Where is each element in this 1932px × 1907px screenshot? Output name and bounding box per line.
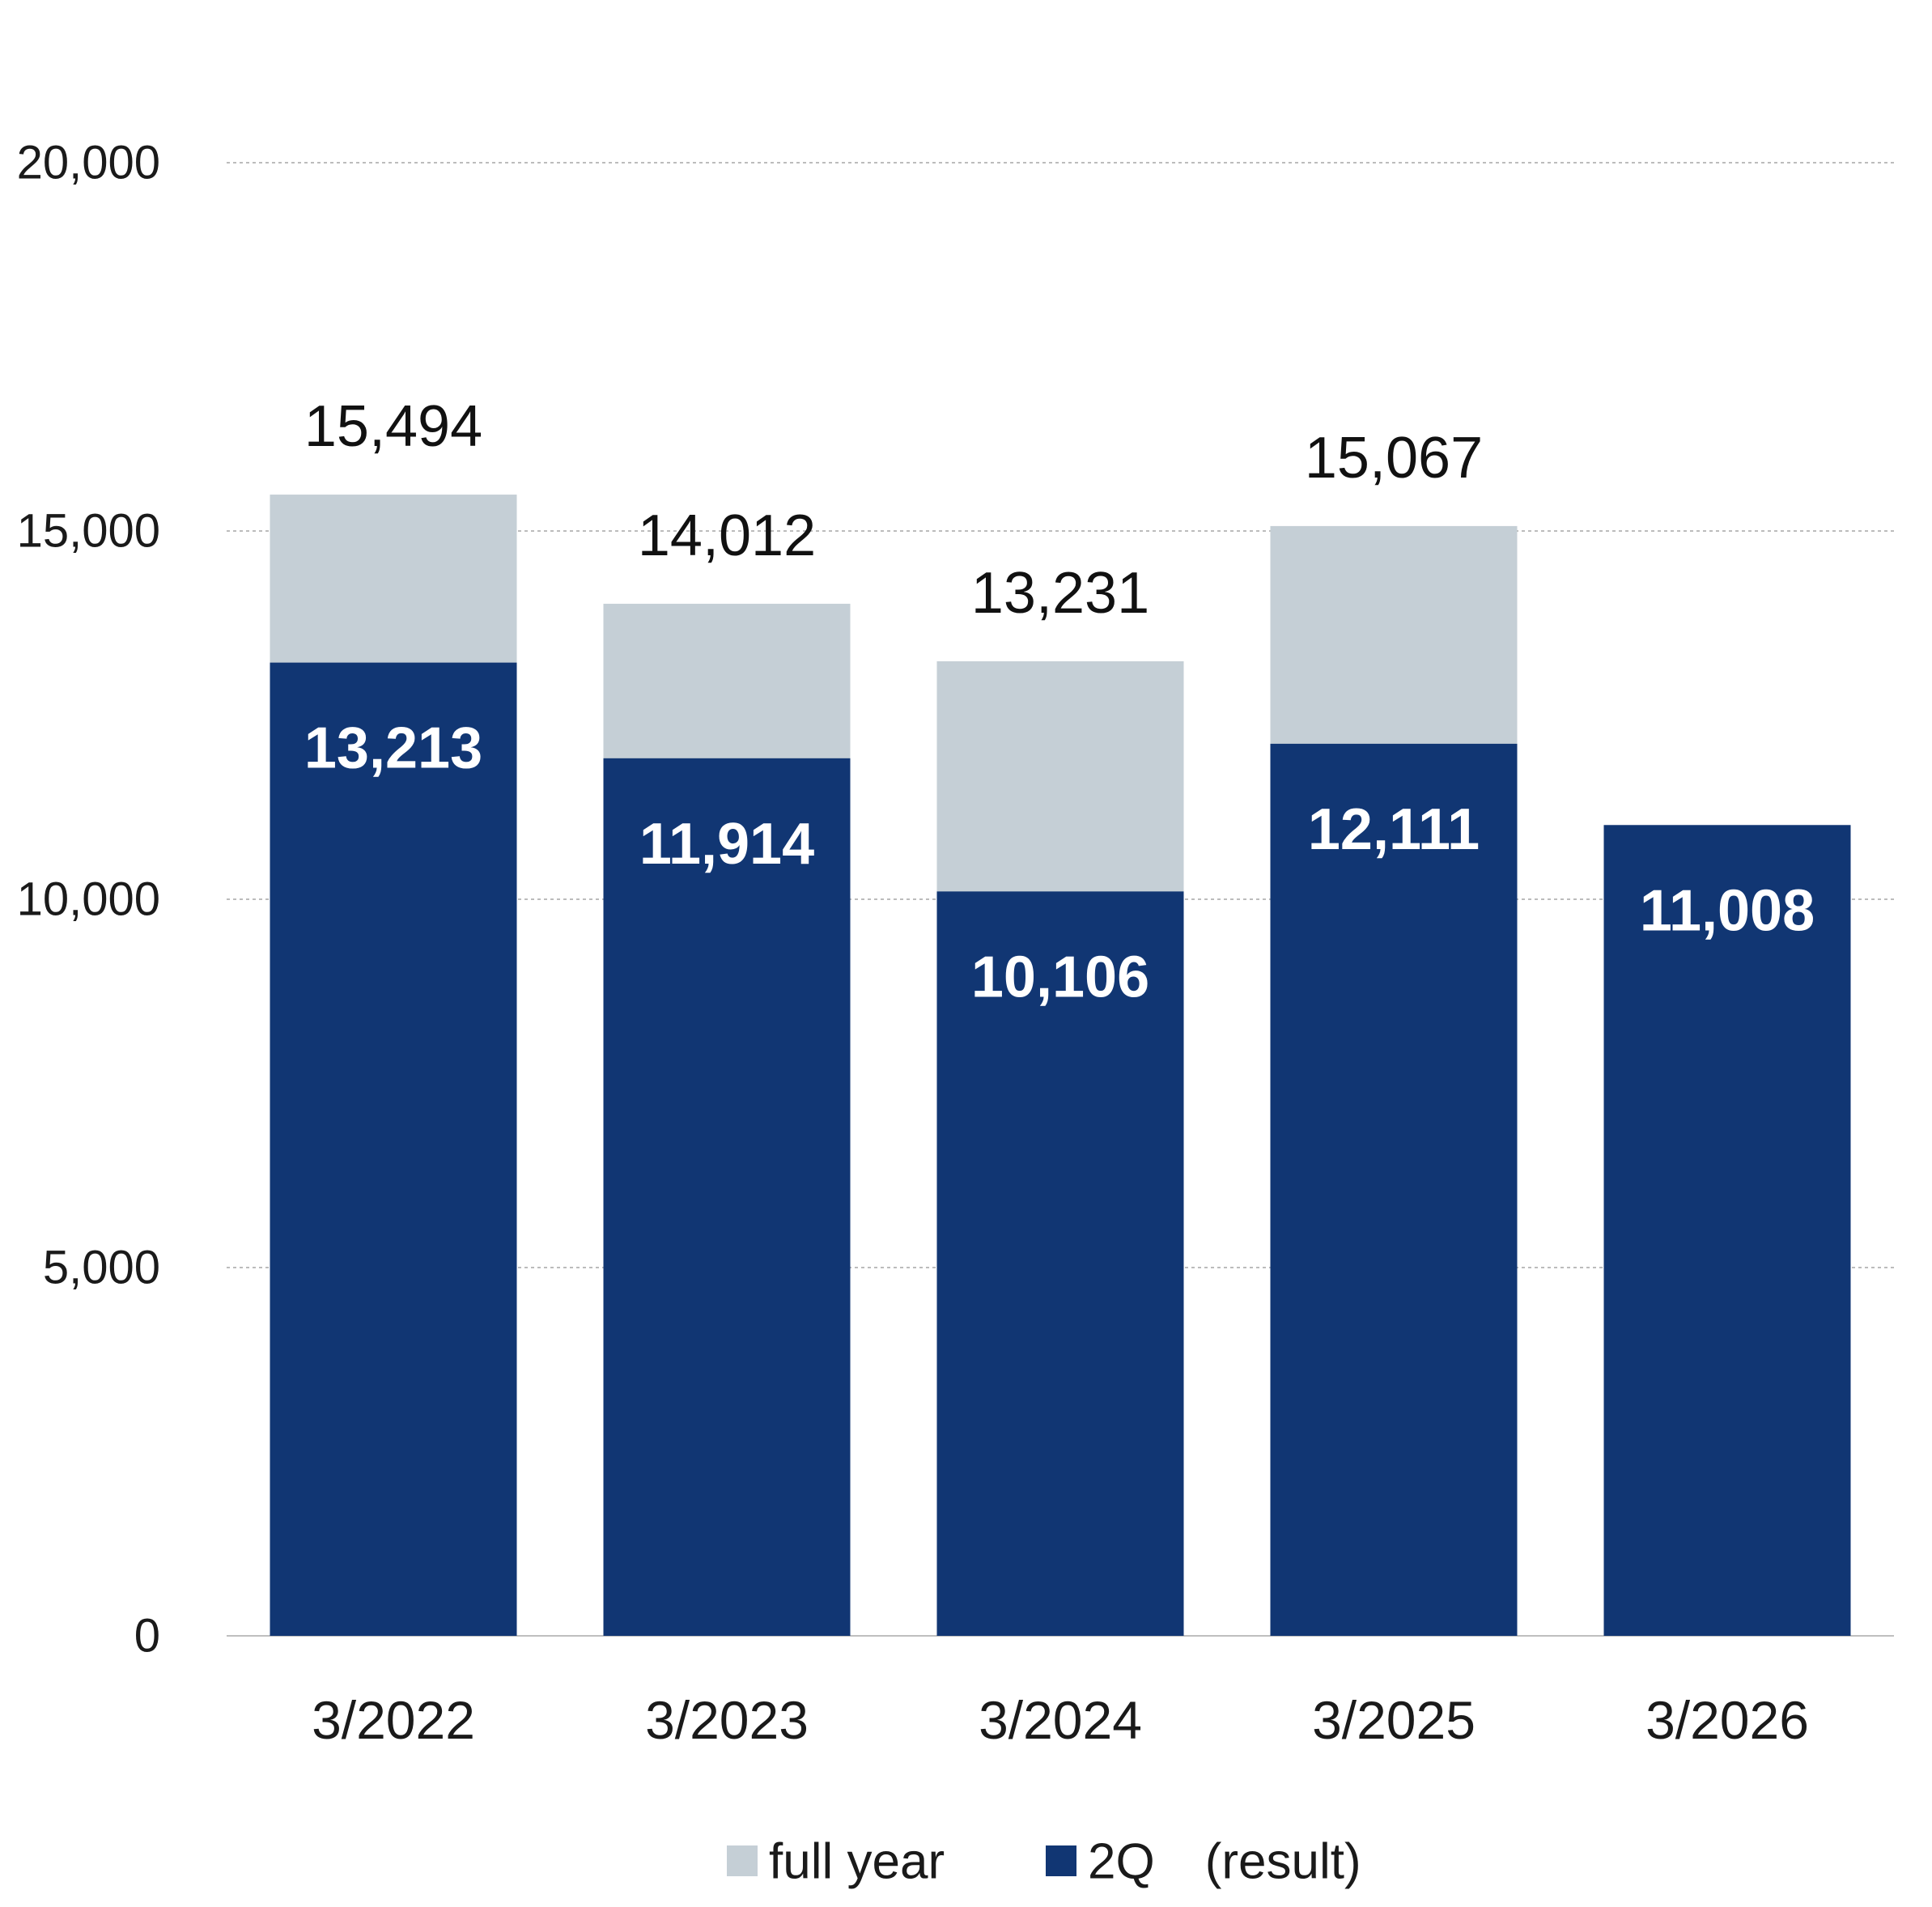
legend: full year 2Q (result) [727, 1834, 1361, 1890]
y-tick-label: 0 [134, 1610, 160, 1663]
data-label-2q-result: 12,111 [1308, 797, 1480, 862]
data-label-2q-result: 11,008 [1640, 878, 1815, 943]
x-tick-label: 3/2023 [645, 1690, 809, 1750]
x-tick-label: 3/2026 [1645, 1690, 1809, 1750]
x-axis-tick-labels: 3/2022 3/2023 3/2024 3/2025 3/2026 [312, 1690, 1809, 1750]
data-label-2q-result: 10,106 [971, 945, 1149, 1009]
bar-2q-result [270, 662, 517, 1637]
x-tick-label: 3/2022 [312, 1690, 475, 1750]
y-tick-label: 20,000 [17, 137, 160, 189]
bars [270, 495, 1851, 1637]
y-tick-label: 15,000 [17, 505, 160, 558]
bar-2q-result [1270, 743, 1518, 1637]
y-tick-label: 10,000 [17, 873, 160, 926]
data-label-2q-result: 13,213 [304, 716, 482, 781]
bar-2q-result [603, 758, 851, 1637]
legend-label: 2Q (result) [1088, 1834, 1361, 1890]
data-labels: 15,494 13,213 14,012 11,914 13,231 10,106 15,0… [304, 394, 1815, 1009]
bar-2q-result [936, 891, 1184, 1636]
data-label-full-year: 15,494 [304, 394, 482, 459]
y-tick-label: 5,000 [43, 1242, 160, 1294]
y-axis-tick-labels: 0 5,000 10,000 15,000 20,000 [17, 137, 160, 1663]
bar-2q-result [1603, 825, 1851, 1636]
data-label-full-year: 14,012 [638, 503, 816, 568]
x-tick-label: 3/2025 [1312, 1690, 1476, 1750]
data-label-full-year: 13,231 [971, 561, 1149, 626]
legend-swatch [1046, 1845, 1076, 1876]
data-label-2q-result: 11,914 [639, 812, 814, 877]
x-tick-label: 3/2024 [979, 1690, 1142, 1750]
legend-swatch [727, 1845, 758, 1876]
legend-label: full year [769, 1834, 945, 1890]
data-label-full-year: 15,067 [1305, 426, 1483, 491]
